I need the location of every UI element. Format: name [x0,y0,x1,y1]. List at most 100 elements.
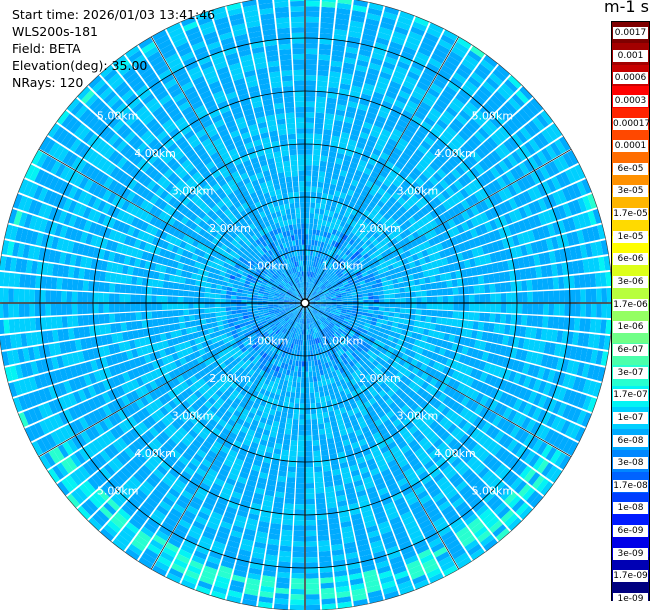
range-gate [421,249,429,257]
range-gate [274,393,280,401]
range-gate [262,395,269,402]
range-gate [339,429,348,436]
range-gate [429,387,439,397]
range-gate [352,174,361,182]
range-gate [390,445,400,455]
range-gate [411,231,420,240]
range-gate [339,314,346,319]
range-gate [390,151,400,161]
range-gate [319,295,326,298]
range-gate [305,144,313,150]
range-gate [374,192,383,200]
range-gate [331,347,337,354]
range-gate [361,88,374,97]
range-gate [415,177,425,187]
range-gate [552,400,562,415]
range-gate [362,312,368,316]
range-gate [391,75,404,85]
range-gate [128,496,141,509]
range-gate [328,287,334,291]
range-gate [382,285,389,291]
range-gate [201,570,216,580]
ray-sectors [0,0,613,610]
range-gate [305,514,316,521]
range-gate [289,326,293,332]
range-gate [450,138,462,149]
range-gate [363,197,372,205]
range-gate [181,490,194,500]
range-gate [491,262,499,273]
range-gate [423,193,433,203]
range-gate [210,384,219,393]
range-gate [416,303,422,309]
range-gate [268,362,274,369]
range-gate [305,535,317,542]
range-gate [312,316,316,322]
range-gate [116,453,128,466]
range-gate [291,567,305,574]
range-gate [258,472,269,480]
range-gate [346,342,353,348]
range-gate [363,326,370,331]
range-gate [352,334,359,341]
range-gate [201,458,212,468]
range-gate [482,491,496,504]
range-gate [305,604,321,610]
range-gate [598,335,606,350]
range-gate [368,201,377,209]
range-gate [128,543,143,556]
range-gate [181,437,192,447]
range-gate [158,385,167,395]
range-gate [410,569,425,580]
range-gate [321,0,336,3]
range-gate [312,160,320,166]
range-gate [335,185,343,192]
range-gate [446,55,461,67]
range-gate [271,512,283,519]
range-gate [501,238,510,249]
range-gate [71,436,83,450]
range-gate [387,482,399,492]
range-gate [448,492,462,505]
range-gate [448,543,463,555]
range-gate [499,345,507,356]
range-gate [457,418,468,430]
range-gate [116,437,128,450]
range-gate [330,264,335,270]
range-gate [359,466,369,475]
range-gate [167,390,177,400]
range-gate [308,312,311,319]
range-gate [563,276,570,289]
range-gate [135,488,148,501]
range-gate [450,457,462,468]
range-gate [513,208,523,221]
range-gate [252,358,259,365]
range-gate [486,136,499,149]
range-gate [272,420,280,428]
range-gate [333,235,339,242]
range-gate [372,329,380,336]
range-gate [341,298,348,301]
range-gate [540,110,554,125]
range-gate [211,393,220,402]
range-gate [409,457,420,468]
range-gate [213,441,223,450]
range-gate [426,262,433,270]
range-gate [540,265,548,278]
range-gate [331,398,338,406]
range-gate [362,346,370,353]
range-gate [438,500,451,512]
range-gate [375,243,382,250]
range-gate [145,497,158,509]
range-gate [177,403,187,413]
range-gate [543,303,549,315]
range-gate [466,425,477,436]
range-gate [387,138,398,147]
range-gate [256,531,268,539]
range-gate [323,280,329,286]
range-gate [394,308,401,313]
range-gate [261,365,268,372]
range-gate [206,409,215,418]
range-gate [214,580,229,590]
range-gate [358,343,365,350]
